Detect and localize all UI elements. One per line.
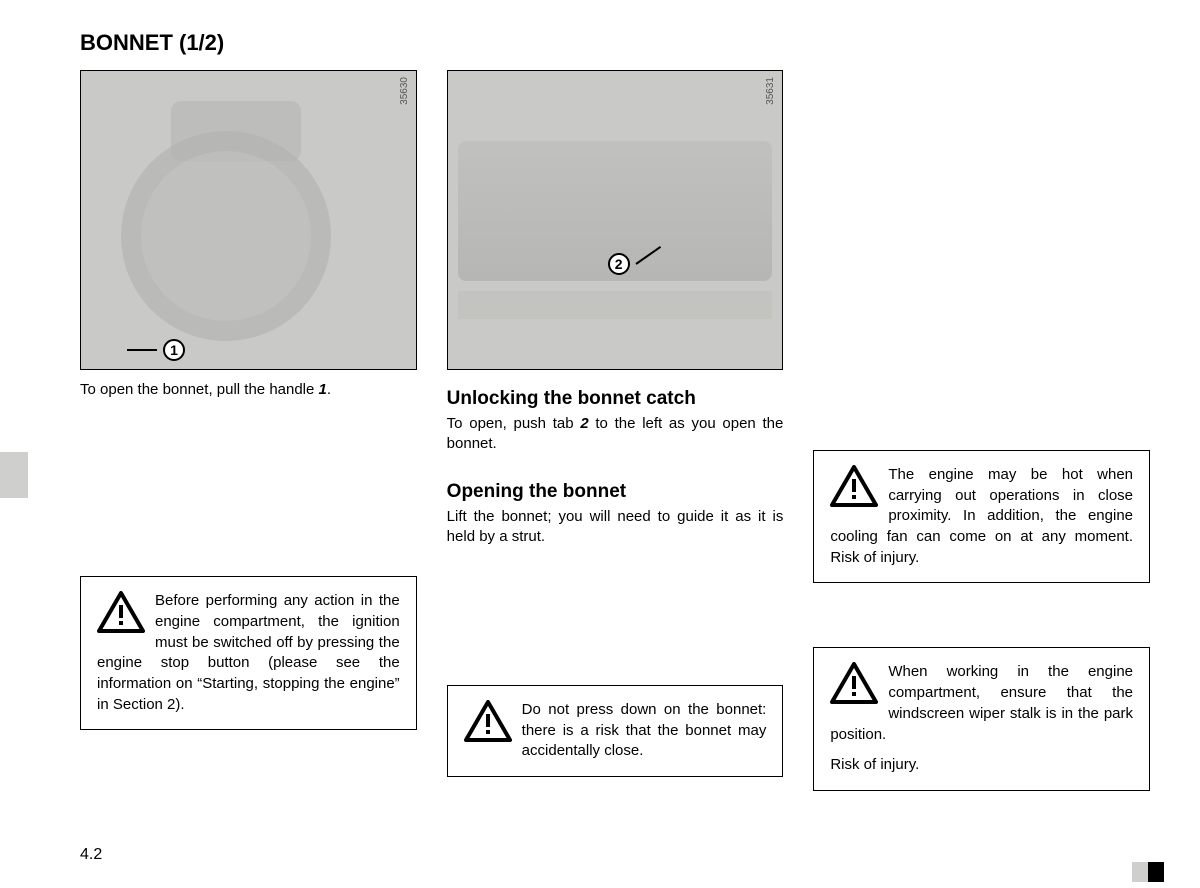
warning-text-4b: Risk of injury.	[830, 756, 919, 773]
callout-number-2: 2	[608, 253, 630, 275]
heading-unlocking: Unlocking the bonnet catch	[447, 388, 784, 410]
callout-2: 2	[608, 253, 666, 275]
photo-bonnet-catch: 35631 2	[447, 70, 784, 370]
warning-icon	[97, 591, 145, 633]
callout-number-1: 1	[163, 339, 185, 361]
warning-box-1: Before performing any action in the engi…	[80, 576, 417, 730]
warning-icon	[830, 465, 878, 507]
warning-icon	[464, 700, 512, 742]
warning-box-3: The engine may be hot when carrying out …	[813, 450, 1150, 583]
photo-ref-1: 35630	[399, 77, 410, 105]
warning-box-2: Do not press down on the bonnet: there i…	[447, 685, 784, 777]
column-1: 35630 1 To open the bonnet, pull the han…	[80, 70, 417, 811]
photo-dashboard: 35630 1	[80, 70, 417, 370]
page-number: 4.2	[80, 846, 102, 864]
warning-icon	[830, 662, 878, 704]
caption-1: To open the bonnet, pull the handle 1.	[80, 380, 417, 400]
column-3: The engine may be hot when carrying out …	[813, 70, 1150, 811]
callout-1: 1	[127, 339, 185, 361]
page-title: BONNET (1/2)	[80, 30, 1150, 56]
warning-box-4: When working in the engine compartment, …	[813, 647, 1150, 790]
text-unlocking: To open, push tab 2 to the left as you o…	[447, 414, 784, 455]
heading-opening: Opening the bonnet	[447, 481, 784, 503]
column-2: 35631 2 Unlocking the bonnet catch To op…	[447, 70, 784, 811]
columns: 35630 1 To open the bonnet, pull the han…	[80, 70, 1150, 811]
photo-ref-2: 35631	[765, 77, 776, 105]
page-content: BONNET (1/2) 35630 1 To open the bonnet,…	[0, 0, 1200, 888]
text-opening: Lift the bonnet; you will need to guide …	[447, 507, 784, 548]
